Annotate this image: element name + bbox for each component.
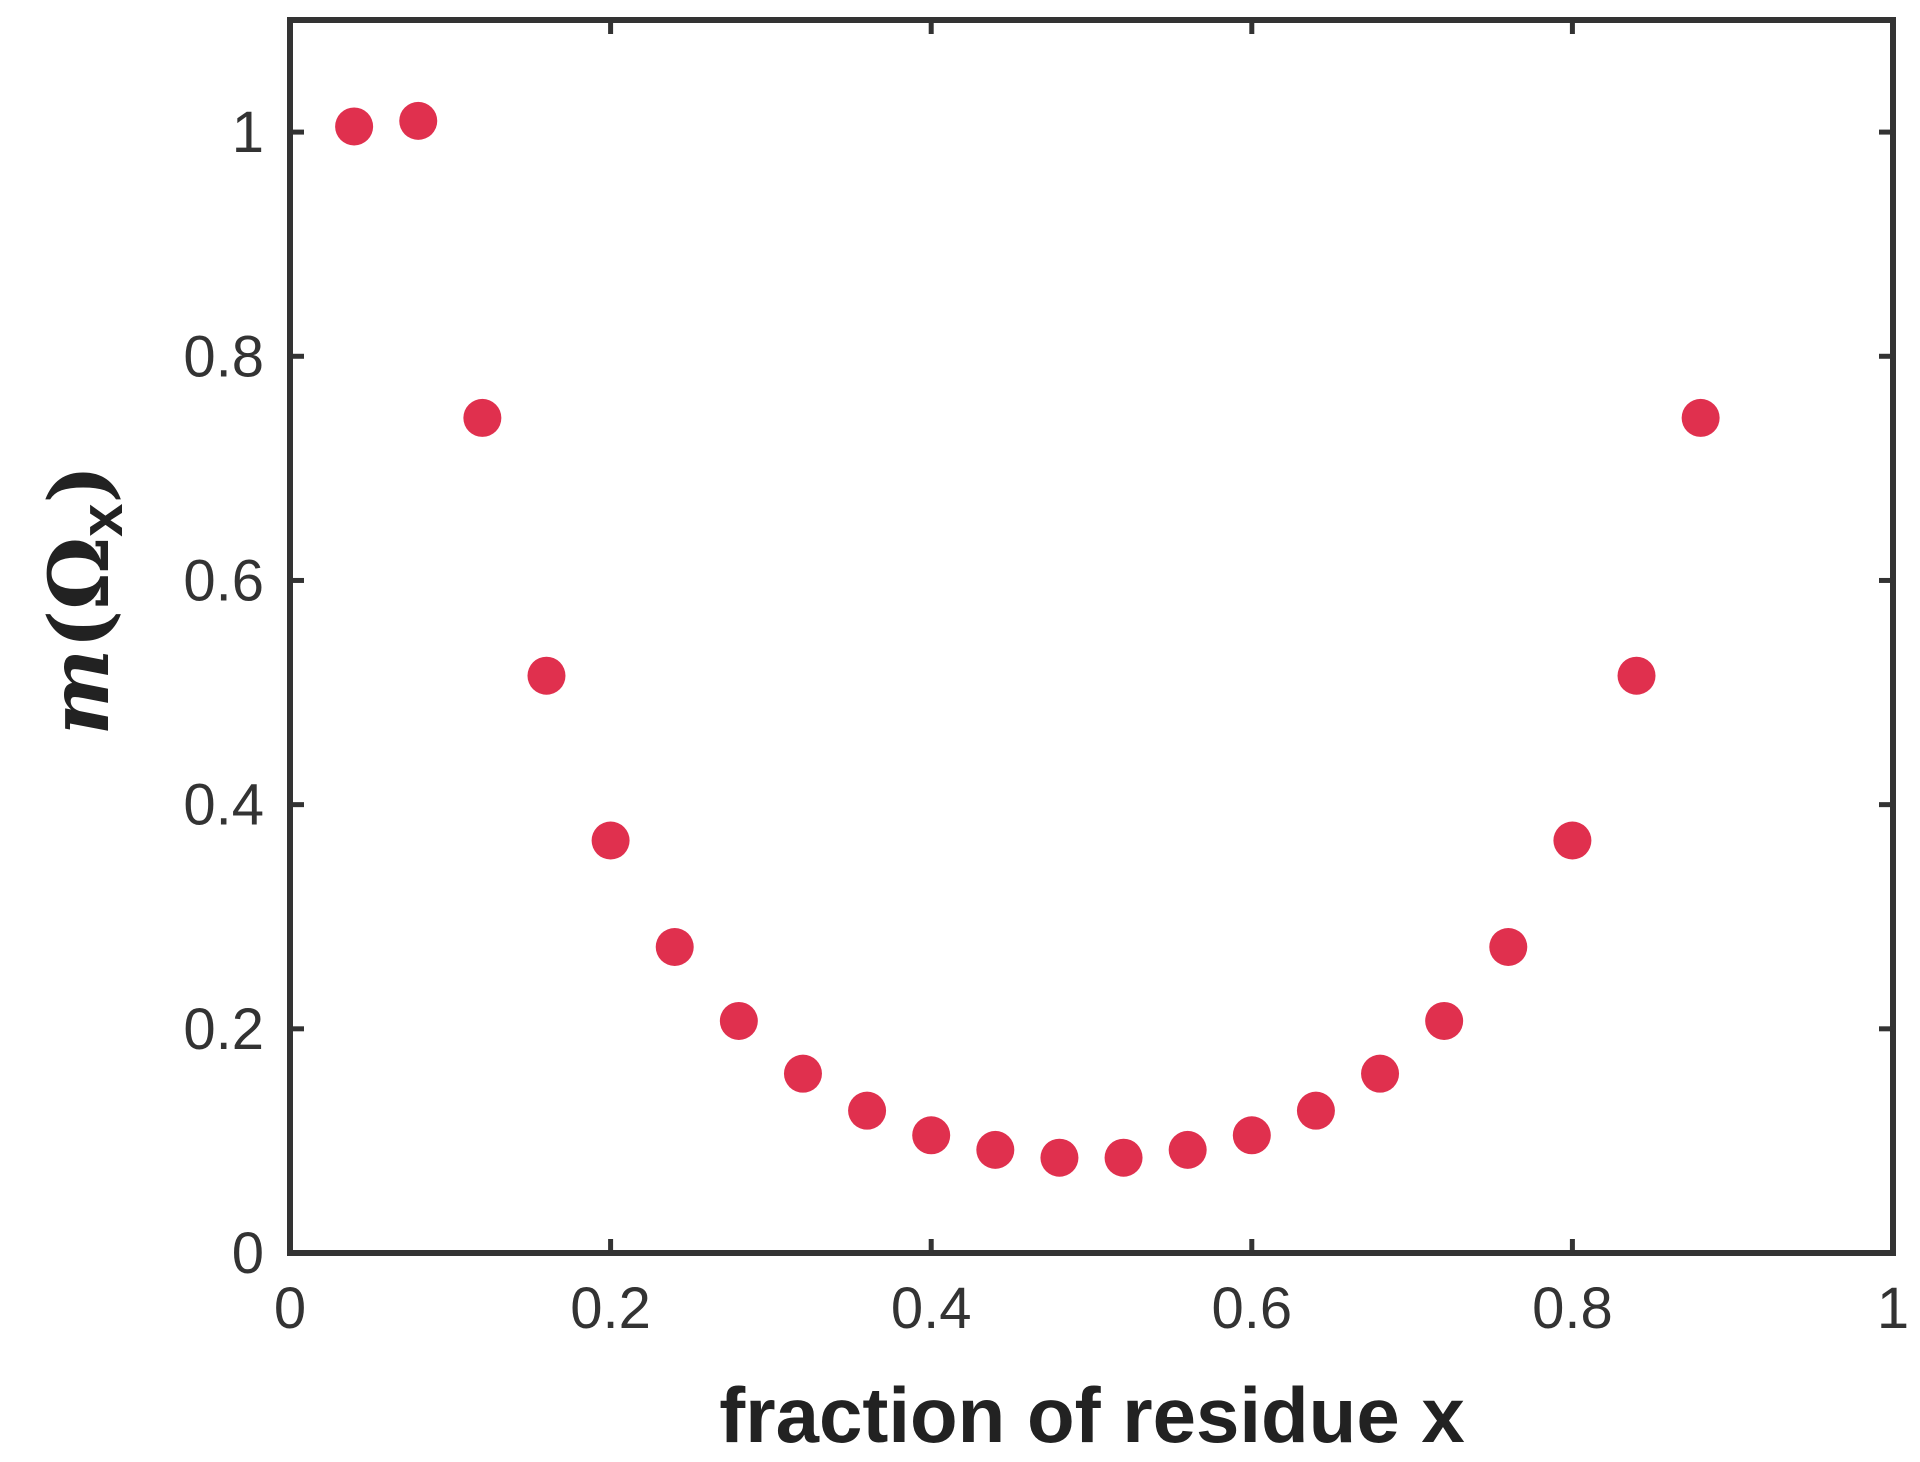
y-tick-label: 0.8 [183,324,264,389]
data-point [399,101,438,140]
x-tick-label: 0 [274,1276,306,1341]
y-axis-title-symbol: Ω [32,537,128,610]
data-points [335,101,1720,1177]
plot-frame [287,17,1896,1256]
data-point [655,927,694,966]
data-point [1489,927,1528,966]
x-tick-label: 0.4 [891,1276,972,1341]
data-point [976,1130,1015,1169]
y-tick-label: 1 [232,100,264,165]
data-point [1104,1138,1143,1177]
y-axis-title-close: ) [32,465,128,504]
y-tick-label: 0.4 [183,773,264,838]
x-tick-label: 0.6 [1211,1276,1292,1341]
data-point [848,1091,887,1130]
y-axis-title-subscript: x [68,503,135,536]
data-point [463,398,502,437]
data-point [335,107,374,146]
y-axis-ticks: 0 0.2 0.4 0.6 0.8 1 [183,100,1893,1286]
x-tick-label: 0.2 [570,1276,651,1341]
x-axis-ticks: 0 0.2 0.4 0.6 0.8 1 [274,20,1909,1341]
x-tick-label: 0.8 [1532,1276,1613,1341]
data-point [1168,1130,1207,1169]
data-point [912,1116,951,1155]
data-point [1617,656,1656,695]
y-tick-label: 0.6 [183,548,264,613]
data-point [1361,1054,1400,1093]
x-tick-label: 1 [1877,1276,1909,1341]
data-point [1425,1001,1464,1040]
y-tick-label: 0 [232,1221,264,1286]
data-point [1553,821,1592,860]
plot-area [287,17,1896,1256]
data-point [783,1054,822,1093]
data-point [527,656,566,695]
y-axis-title: m(Ωx) [32,465,135,736]
data-point [1296,1091,1335,1130]
data-point [1681,398,1720,437]
data-point [1232,1116,1271,1155]
data-point [591,821,630,860]
y-axis-title-italic: m [32,649,128,736]
y-tick-label: 0.2 [183,997,264,1062]
x-axis-title: fraction of residue x [719,1371,1465,1459]
data-point [1040,1138,1079,1177]
data-point [719,1001,758,1040]
y-axis-title-open: ( [32,610,128,649]
